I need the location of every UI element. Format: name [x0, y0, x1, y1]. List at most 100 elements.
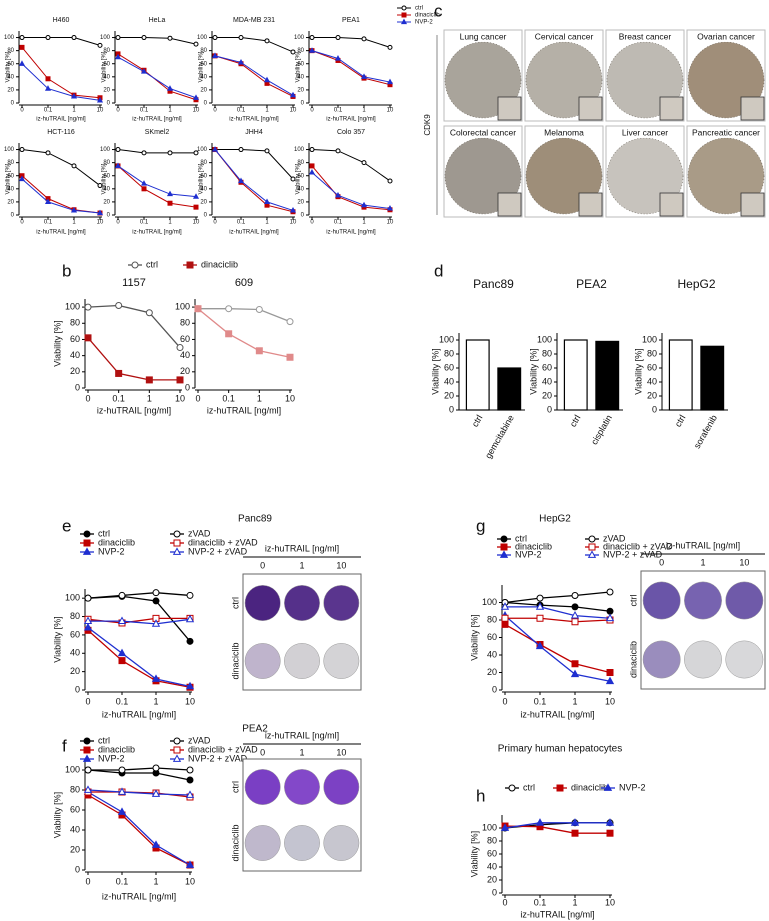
x-axis-label: iz-huTRAIL [ng/ml]	[207, 405, 281, 415]
y-tick-label: 40	[487, 649, 497, 659]
well	[323, 825, 360, 861]
data-point	[387, 178, 393, 184]
data-point	[117, 616, 127, 625]
data-point	[194, 305, 202, 313]
chart-title: HCT-116	[47, 129, 75, 136]
well	[244, 643, 281, 679]
x-axis-label: iz-huTRAIL [ng/ml]	[326, 230, 376, 236]
well	[323, 585, 360, 621]
y-tick-label: 40	[200, 186, 207, 192]
bar	[465, 339, 490, 411]
data-point	[186, 776, 194, 784]
legend-label: NVP-2 + zVAD	[188, 546, 248, 556]
series-line	[21, 47, 101, 99]
legend-label: dinaciclib	[515, 541, 552, 551]
x-tick-label: 0	[213, 220, 217, 226]
y-axis-label: Viability [%]	[469, 831, 479, 877]
x-axis-label: iz-huTRAIL [ng/ml]	[36, 230, 86, 236]
tile-label: Pancreatic cancer	[692, 127, 760, 137]
column-label: 1	[299, 747, 304, 757]
x-tick-label: 0.1	[237, 220, 246, 226]
data-point	[19, 147, 25, 153]
data-point	[45, 150, 51, 156]
y-tick-label: 100	[175, 301, 190, 311]
series-line	[215, 149, 294, 180]
x-tick-label: 0.1	[44, 220, 53, 226]
x-tick-label: 10	[290, 108, 297, 114]
data-point	[140, 180, 148, 186]
y-tick-label: 20	[70, 366, 80, 376]
y-tick-label: 60	[297, 173, 304, 179]
data-point	[45, 35, 51, 41]
well	[323, 643, 360, 679]
plate-header: iz-huTRAIL [ng/ml]	[265, 543, 339, 553]
y-tick-label: 20	[297, 199, 304, 205]
series-line	[87, 629, 191, 688]
legend-marker	[82, 754, 92, 762]
x-tick-label: 0	[85, 876, 90, 886]
y-tick-label: 20	[70, 666, 80, 676]
y-tick-label: 20	[7, 87, 14, 93]
series-line	[311, 172, 391, 209]
column-label: 0	[659, 557, 664, 567]
x-tick-label: 0	[20, 108, 24, 114]
x-tick-label: 0	[310, 108, 314, 114]
legend-marker	[500, 543, 508, 551]
x-tick-label: 0.1	[534, 897, 547, 907]
y-tick-label: 80	[200, 48, 207, 54]
data-point	[255, 347, 263, 355]
legend-marker	[588, 535, 596, 543]
series-line	[21, 63, 101, 101]
data-point	[186, 591, 194, 599]
bar	[563, 339, 588, 411]
data-point	[501, 614, 509, 622]
data-point	[185, 681, 195, 690]
y-axis-label: Viability [%]	[469, 614, 479, 660]
panel-label: g	[476, 516, 485, 535]
well	[244, 825, 281, 861]
x-tick-label: 10	[387, 220, 394, 226]
data-point	[84, 766, 92, 774]
panel-label: h	[476, 786, 485, 805]
x-axis-label: iz-huTRAIL [ng/ml]	[102, 709, 176, 719]
data-point	[286, 353, 294, 361]
data-point	[192, 193, 200, 199]
data-point	[500, 602, 510, 610]
y-tick-label: 40	[70, 648, 80, 658]
y-tick-label: 100	[294, 147, 305, 153]
legend-label: NVP-2 + zVAD	[188, 753, 248, 763]
y-tick-label: 60	[200, 173, 207, 179]
series-line	[88, 767, 191, 771]
y-tick-label: 100	[100, 147, 111, 153]
chart-title: PEA2	[242, 724, 268, 735]
y-tick-label: 0	[547, 404, 552, 414]
data-point	[118, 657, 126, 665]
data-point	[570, 818, 580, 826]
data-point	[115, 301, 123, 309]
well	[284, 769, 320, 805]
panel-label: d	[434, 261, 443, 280]
data-point	[289, 206, 297, 213]
tile-label: Ovarian cancer	[697, 31, 755, 41]
data-point	[185, 790, 195, 798]
y-tick-label: 80	[297, 160, 304, 166]
well	[642, 640, 681, 679]
column-label: 0	[260, 560, 265, 570]
well	[642, 581, 681, 620]
y-axis-label: Viability [%]	[296, 51, 302, 82]
y-tick-label: 100	[482, 822, 497, 832]
chart-title: 609	[235, 277, 253, 289]
y-tick-label: 0	[652, 404, 657, 414]
panel-label: c	[434, 1, 443, 20]
row-label: dinaciclib	[230, 824, 240, 861]
column-label: 1	[299, 560, 304, 570]
y-tick-label: 0	[75, 684, 80, 694]
panel-label: e	[62, 516, 71, 535]
y-tick-label: 80	[487, 835, 497, 845]
y-tick-label: 20	[297, 87, 304, 93]
plate-header: iz-huTRAIL [ng/ml]	[265, 730, 339, 740]
y-tick-label: 20	[7, 199, 14, 205]
y-tick-label: 60	[542, 362, 552, 372]
legend-marker	[83, 737, 91, 745]
well	[323, 769, 360, 805]
